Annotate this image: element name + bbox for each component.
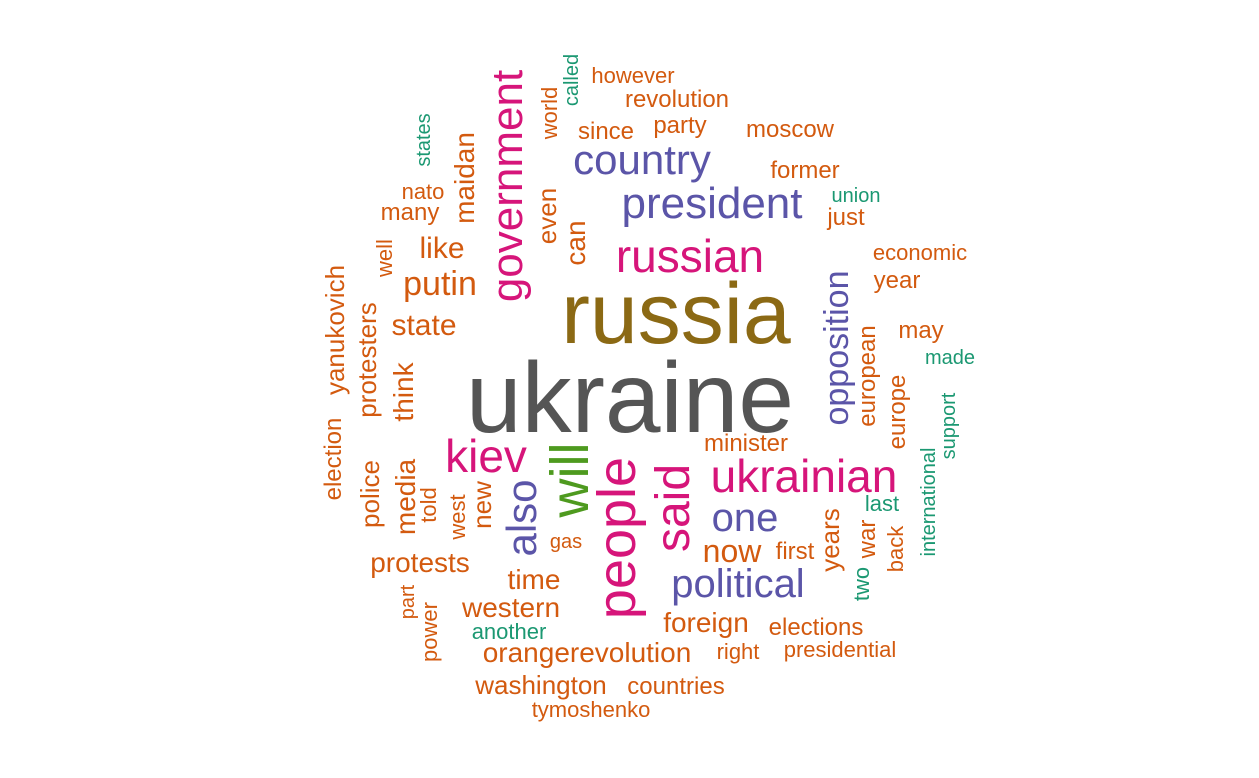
- word-tymoshenko: tymoshenko: [531, 697, 651, 722]
- word-think: think: [388, 362, 419, 422]
- word-power: power: [417, 602, 442, 662]
- word-state: state: [391, 309, 457, 342]
- word-part: part: [397, 584, 419, 620]
- word-west: west: [445, 494, 470, 540]
- word-also: also: [498, 479, 545, 557]
- word-maidan: maidan: [449, 132, 480, 224]
- word-just: just: [827, 204, 865, 231]
- word-world: world: [537, 86, 562, 140]
- word-year: year: [873, 267, 921, 294]
- word-first: first: [775, 538, 815, 565]
- word-made: made: [924, 347, 976, 369]
- word-europe: europe: [884, 374, 911, 450]
- word-government: government: [483, 69, 532, 303]
- word-moscow: moscow: [745, 116, 835, 143]
- word-putin: putin: [403, 265, 477, 303]
- word-ukrainian: ukrainian: [710, 450, 898, 502]
- word-since: since: [577, 118, 635, 145]
- word-may: may: [898, 317, 944, 344]
- word-nato: nato: [401, 179, 445, 204]
- word-new: new: [467, 481, 497, 529]
- word-protesters: protesters: [352, 302, 382, 418]
- word-countries: countries: [627, 673, 725, 700]
- word-election: election: [320, 417, 347, 501]
- word-one: one: [711, 496, 779, 540]
- word-like: like: [419, 232, 465, 265]
- word-ukraine: ukraine: [466, 342, 794, 454]
- word-president: president: [621, 179, 803, 228]
- word-former: former: [770, 157, 840, 184]
- word-washington: washington: [475, 670, 607, 700]
- word-european: european: [854, 325, 881, 427]
- word-called: called: [561, 53, 583, 107]
- word-now: now: [702, 533, 762, 569]
- word-back: back: [883, 525, 908, 573]
- word-time: time: [507, 564, 561, 595]
- word-gas: gas: [549, 531, 583, 553]
- word-said: said: [647, 463, 700, 553]
- word-another: another: [471, 619, 547, 644]
- word-foreign: foreign: [663, 607, 749, 638]
- word-will: will: [540, 442, 600, 518]
- word-minister: minister: [703, 430, 789, 457]
- word-russia: russia: [561, 266, 791, 362]
- word-political: political: [671, 562, 805, 606]
- word-two: two: [849, 566, 874, 602]
- word-support: support: [938, 392, 960, 460]
- word-elections: elections: [768, 614, 864, 641]
- word-last: last: [864, 491, 900, 516]
- word-country: country: [573, 136, 711, 183]
- word-war: war: [854, 519, 881, 559]
- word-police: police: [355, 460, 385, 528]
- word-protests: protests: [370, 547, 470, 578]
- word-can: can: [560, 220, 591, 266]
- word-international: international: [918, 447, 940, 557]
- word-presidential: presidential: [783, 637, 897, 662]
- word-years: years: [815, 508, 845, 572]
- word-orangerevolution: orangerevolution: [482, 637, 692, 668]
- word-however: however: [591, 63, 675, 88]
- word-kiev: kiev: [445, 430, 527, 482]
- word-russian: russian: [615, 230, 765, 282]
- word-right: right: [716, 639, 760, 664]
- word-states: states: [413, 113, 435, 167]
- word-revolution: revolution: [624, 86, 730, 113]
- word-told: told: [416, 487, 441, 523]
- word-western: western: [461, 592, 561, 623]
- word-economic: economic: [872, 240, 968, 265]
- word-party: party: [653, 112, 707, 139]
- word-union: union: [831, 185, 881, 207]
- word-opposition: opposition: [818, 270, 856, 426]
- word-many: many: [380, 199, 440, 226]
- word-even: even: [532, 187, 562, 245]
- word-well: well: [372, 239, 397, 277]
- word-yanukovich: yanukovich: [320, 264, 350, 396]
